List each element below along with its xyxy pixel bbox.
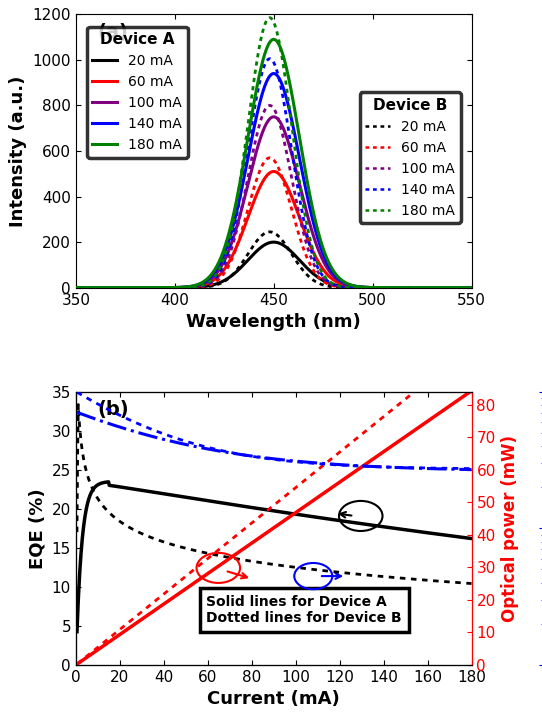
Legend: 20 mA, 60 mA, 100 mA, 140 mA, 180 mA: 20 mA, 60 mA, 100 mA, 140 mA, 180 mA bbox=[359, 92, 461, 223]
Y-axis label: Optical power (mW): Optical power (mW) bbox=[501, 435, 519, 622]
Y-axis label: EQE (%): EQE (%) bbox=[28, 488, 46, 568]
X-axis label: Wavelength (nm): Wavelength (nm) bbox=[186, 313, 361, 331]
Text: (a): (a) bbox=[98, 22, 128, 41]
Text: (b): (b) bbox=[98, 400, 129, 419]
Text: Solid lines for Device A
Dotted lines for Device B: Solid lines for Device A Dotted lines fo… bbox=[207, 595, 402, 626]
X-axis label: Current (mA): Current (mA) bbox=[208, 691, 340, 709]
Y-axis label: Intensity (a.u.): Intensity (a.u.) bbox=[9, 75, 27, 227]
